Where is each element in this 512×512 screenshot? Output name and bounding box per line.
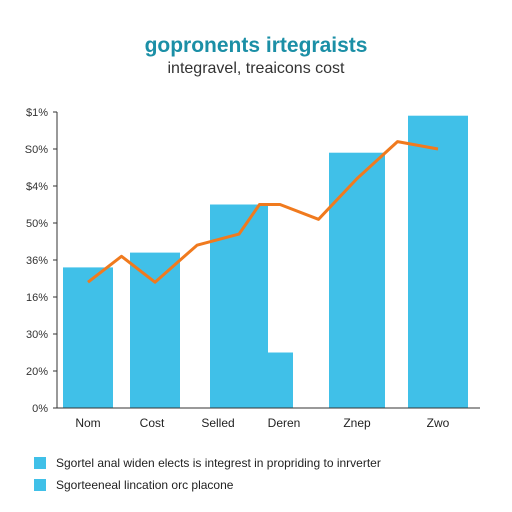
trend-line (87, 140, 439, 284)
legend-item-2: Sgorteeneal lincation orc placone (34, 478, 233, 492)
x-category-label: Znep (343, 416, 371, 430)
x-category-label: Selled (201, 416, 234, 430)
bar-cost (130, 252, 180, 408)
y-tick-label: 36% (26, 255, 48, 267)
y-tick-label: $4% (26, 181, 48, 193)
chart-subtitle: integravel, treaicons cost (167, 60, 345, 77)
y-tick-label: 16% (26, 292, 48, 304)
bar-zwo (408, 115, 468, 408)
legend-label: Sgorteeneal lincation orc placone (56, 478, 234, 492)
y-tick-label: 30% (26, 329, 48, 341)
legend-swatch (34, 479, 46, 491)
y-tick-label: 0% (32, 403, 48, 415)
x-category-label: Deren (268, 416, 301, 430)
bar-deren (267, 352, 293, 408)
chart-title: gopronents irtegraists (144, 34, 368, 57)
x-category-label: Zwo (427, 416, 450, 430)
y-tick-label: $1% (26, 107, 48, 119)
y-tick-label: 20% (26, 366, 48, 378)
x-category-label: Nom (75, 416, 100, 430)
bar-znep (329, 152, 385, 408)
legend-item-1: Sgortel anal widen elects is integrest i… (34, 456, 381, 470)
bar-nom (63, 267, 113, 408)
legend-swatch (34, 457, 46, 469)
y-tick-label: 50% (26, 218, 48, 230)
legend-label: Sgortel anal widen elects is integrest i… (56, 456, 381, 470)
x-category-label: Cost (140, 416, 165, 430)
y-tick-label: S0% (25, 144, 48, 156)
